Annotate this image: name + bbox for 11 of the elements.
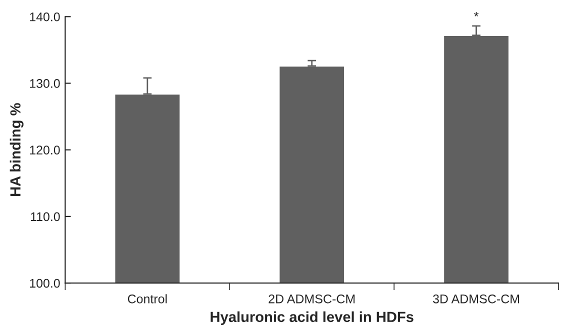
annotation: * [474, 12, 479, 16]
y-axis-title: HA binding % [10, 103, 24, 196]
x-tick-label: Control [128, 294, 167, 304]
y-tick-label: 130.0 [30, 79, 60, 88]
x-tick-label: 3D ADMSC-CM [433, 294, 520, 304]
y-tick-label: 120.0 [30, 146, 60, 154]
y-tick-label: 140.0 [30, 12, 60, 22]
y-tick-label: 110.0 [30, 212, 60, 222]
x-axis-title: Hyaluronic acid level in HDFs [210, 311, 414, 325]
y-tick-label: 100.0 [30, 278, 60, 288]
x-tick-label: 2D ADMSC-CM [268, 294, 355, 304]
